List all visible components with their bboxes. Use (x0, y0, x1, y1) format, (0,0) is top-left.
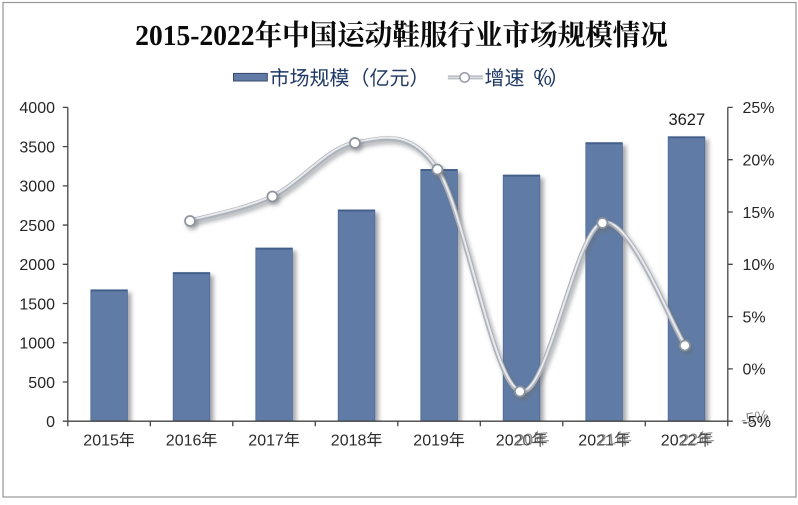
svg-text:5%: 5% (743, 309, 766, 326)
svg-text:22: 22 (679, 433, 697, 450)
svg-text:25%: 25% (743, 100, 775, 117)
svg-text:20%: 20% (743, 153, 775, 170)
svg-text:10%: 10% (743, 257, 775, 274)
svg-text:20: 20 (514, 433, 532, 450)
svg-text:22: 22 (680, 431, 699, 449)
svg-text:4000: 4000 (19, 100, 55, 117)
svg-text:1500: 1500 (19, 296, 55, 313)
svg-text:2015: 2015 (83, 433, 119, 450)
svg-text:2500: 2500 (19, 218, 55, 235)
svg-text:0: 0 (46, 414, 55, 431)
svg-text:20: 20 (578, 433, 596, 450)
svg-text:2000: 2000 (19, 257, 55, 274)
svg-text:20: 20 (661, 433, 679, 450)
svg-text:15%: 15% (743, 205, 775, 222)
svg-text:-5%: -5% (743, 414, 771, 431)
svg-text:2018: 2018 (331, 433, 367, 450)
svg-text:21: 21 (596, 433, 614, 450)
svg-text:2019: 2019 (413, 433, 449, 450)
svg-text:20: 20 (496, 433, 514, 450)
svg-text:500: 500 (28, 375, 55, 392)
svg-text:20: 20 (515, 431, 534, 449)
svg-text:2016: 2016 (166, 433, 202, 450)
svg-text:21: 21 (597, 431, 616, 449)
svg-text:2017: 2017 (248, 433, 284, 450)
svg-text:-5%: -5% (740, 408, 771, 429)
svg-text:1000: 1000 (19, 336, 55, 353)
svg-text:3500: 3500 (19, 139, 55, 156)
svg-text:0%: 0% (743, 362, 766, 379)
svg-text:3000: 3000 (19, 179, 55, 196)
svg-text:3627: 3627 (668, 111, 705, 129)
